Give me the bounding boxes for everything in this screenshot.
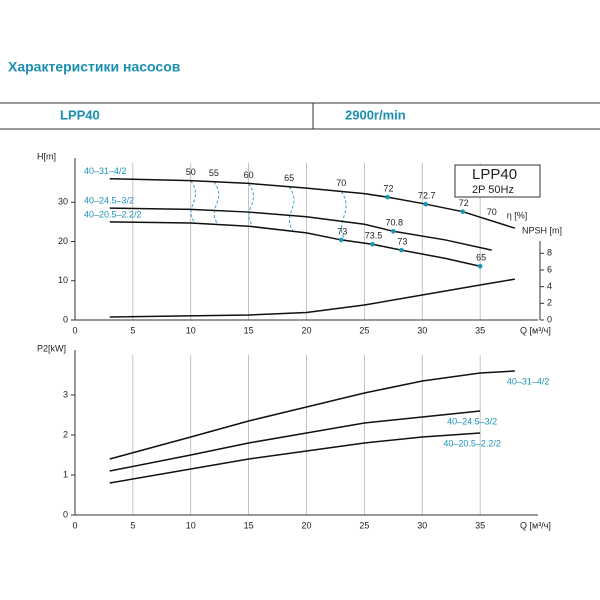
y-tick-label: 0 <box>63 314 68 324</box>
y-tick-label: 30 <box>58 197 68 207</box>
y-axis-label: H[m] <box>37 151 56 161</box>
series-line <box>109 207 492 251</box>
y-tick-label: 10 <box>58 275 68 285</box>
series-label: 40–31–4/2 <box>84 166 127 176</box>
x-tick-label: 20 <box>301 325 311 335</box>
y2-axis-label: NPSH [m] <box>522 225 562 235</box>
iso-label: 65 <box>284 173 294 183</box>
series-label: 40–24.5–3/2 <box>447 416 497 426</box>
efficiency-point <box>385 194 390 200</box>
y2-tick-label: 4 <box>547 281 552 291</box>
x-tick-label: 35 <box>475 520 485 530</box>
efficiency-label: 72 <box>459 198 469 208</box>
x-tick-label: 25 <box>359 520 369 530</box>
efficiency-label: 70.8 <box>386 218 404 228</box>
y-axis-label: P2[kW] <box>37 343 66 353</box>
efficiency-label: 72 <box>384 184 394 194</box>
iso-line <box>288 186 295 232</box>
iso-label: 60 <box>244 170 254 180</box>
efficiency-point <box>399 247 404 253</box>
iso-label: 70 <box>336 178 346 188</box>
x-tick-label: 25 <box>359 325 369 335</box>
y2-tick-label: 2 <box>547 298 552 308</box>
y2-tick-label: 6 <box>547 264 552 274</box>
efficiency-point <box>460 209 466 214</box>
efficiency-label: 72.7 <box>418 191 436 201</box>
x-tick-label: 5 <box>130 520 135 530</box>
x-tick-label: 0 <box>72 325 77 335</box>
x-tick-label: 15 <box>244 520 254 530</box>
x-tick-label: 30 <box>417 520 427 530</box>
iso-label: 55 <box>209 168 219 178</box>
iso-line <box>340 191 347 241</box>
series-line <box>109 432 481 484</box>
y-tick-label: 3 <box>63 389 68 399</box>
series-label: 40–24.5–3/2 <box>84 196 134 206</box>
y-tick-label: 1 <box>63 469 68 479</box>
x-axis-label: Q [м³/ч] <box>520 325 551 335</box>
series-label: 40–20.5–2.2/2 <box>443 438 501 448</box>
y2-tick-label: 0 <box>547 314 552 324</box>
x-tick-label: 30 <box>417 325 427 335</box>
efficiency-label: 73.5 <box>365 231 383 241</box>
efficiency-point <box>391 228 396 234</box>
eta-label: η [%] <box>507 210 528 220</box>
chart-subtitle: 2P 50Hz <box>472 184 514 196</box>
y-tick-label: 0 <box>63 509 68 519</box>
x-tick-label: 10 <box>186 520 196 530</box>
x-tick-label: 20 <box>301 520 311 530</box>
series-line <box>109 278 515 318</box>
y-tick-label: 20 <box>58 236 68 246</box>
series-line <box>109 410 481 472</box>
series-label: 40–31–4/2 <box>507 376 550 386</box>
x-tick-label: 10 <box>186 325 196 335</box>
iso-line <box>248 183 254 227</box>
efficiency-point <box>423 201 429 207</box>
iso-label: 50 <box>186 167 196 177</box>
series-line <box>109 177 516 229</box>
efficiency-point <box>370 241 375 247</box>
table-cell: LPP40 <box>60 107 100 122</box>
series-line <box>109 221 481 267</box>
series-line <box>109 370 515 460</box>
chart-title: LPP40 <box>472 166 517 183</box>
table-cell: 2900r/min <box>345 107 406 122</box>
y2-tick-label: 8 <box>547 248 552 258</box>
x-axis-label: Q [м³/ч] <box>520 520 551 530</box>
model-box <box>454 164 541 198</box>
x-tick-label: 0 <box>72 520 77 530</box>
y-tick-label: 2 <box>63 429 68 439</box>
iso-line <box>213 181 220 225</box>
efficiency-label: 73 <box>397 237 407 247</box>
x-tick-label: 5 <box>130 325 135 335</box>
iso-line <box>190 180 197 224</box>
page-title: Характеристики насосов <box>8 59 181 75</box>
iso-label: 70 <box>487 207 497 217</box>
efficiency-label: 73 <box>337 226 347 236</box>
x-tick-label: 15 <box>244 325 254 335</box>
series-label: 40–20.5–2.2/2 <box>84 209 142 219</box>
efficiency-point <box>477 263 483 269</box>
efficiency-point <box>338 237 344 243</box>
x-tick-label: 35 <box>475 325 485 335</box>
efficiency-label: 65 <box>476 253 486 263</box>
